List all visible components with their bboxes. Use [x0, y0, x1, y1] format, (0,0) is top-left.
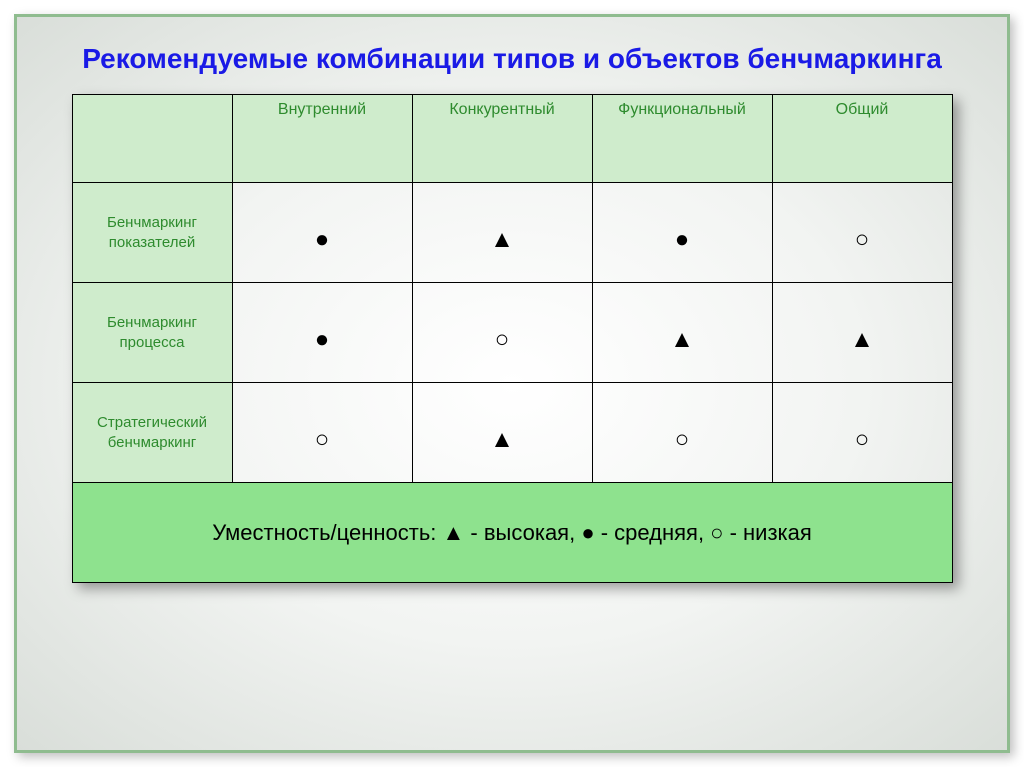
column-header: Внутренний [232, 95, 412, 183]
table-cell: ○ [772, 183, 952, 283]
table-cell: ○ [592, 383, 772, 483]
table-cell: ▲ [412, 383, 592, 483]
table-cell: ○ [772, 383, 952, 483]
table-row: Стратегический бенчмаркинг ○ ▲ ○ ○ [72, 383, 952, 483]
table-cell: ● [232, 183, 412, 283]
slide: Рекомендуемые комбинации типов и объекто… [0, 0, 1024, 767]
table-cell: ▲ [592, 283, 772, 383]
legend-cell: Уместность/ценность: ▲ - высокая, ● - ср… [72, 483, 952, 583]
row-label: Бенчмаркинг процесса [72, 283, 232, 383]
table-cell: ▲ [772, 283, 952, 383]
table-cell: ○ [412, 283, 592, 383]
column-header [72, 95, 232, 183]
table-cell: ● [232, 283, 412, 383]
table-legend-row: Уместность/ценность: ▲ - высокая, ● - ср… [72, 483, 952, 583]
table-row: Бенчмаркинг процесса ● ○ ▲ ▲ [72, 283, 952, 383]
table-cell: ▲ [412, 183, 592, 283]
column-header: Функциональный [592, 95, 772, 183]
row-label: Бенчмаркинг показателей [72, 183, 232, 283]
column-header: Конкурентный [412, 95, 592, 183]
table-header-row: Внутренний Конкурентный Функциональный О… [72, 95, 952, 183]
column-header: Общий [772, 95, 952, 183]
table-cell: ○ [232, 383, 412, 483]
table-row: Бенчмаркинг показателей ● ▲ ● ○ [72, 183, 952, 283]
benchmarking-table: Внутренний Конкурентный Функциональный О… [72, 94, 953, 583]
row-label: Стратегический бенчмаркинг [72, 383, 232, 483]
slide-frame: Рекомендуемые комбинации типов и объекто… [14, 14, 1010, 753]
table-cell: ● [592, 183, 772, 283]
slide-title: Рекомендуемые комбинации типов и объекто… [77, 41, 947, 76]
